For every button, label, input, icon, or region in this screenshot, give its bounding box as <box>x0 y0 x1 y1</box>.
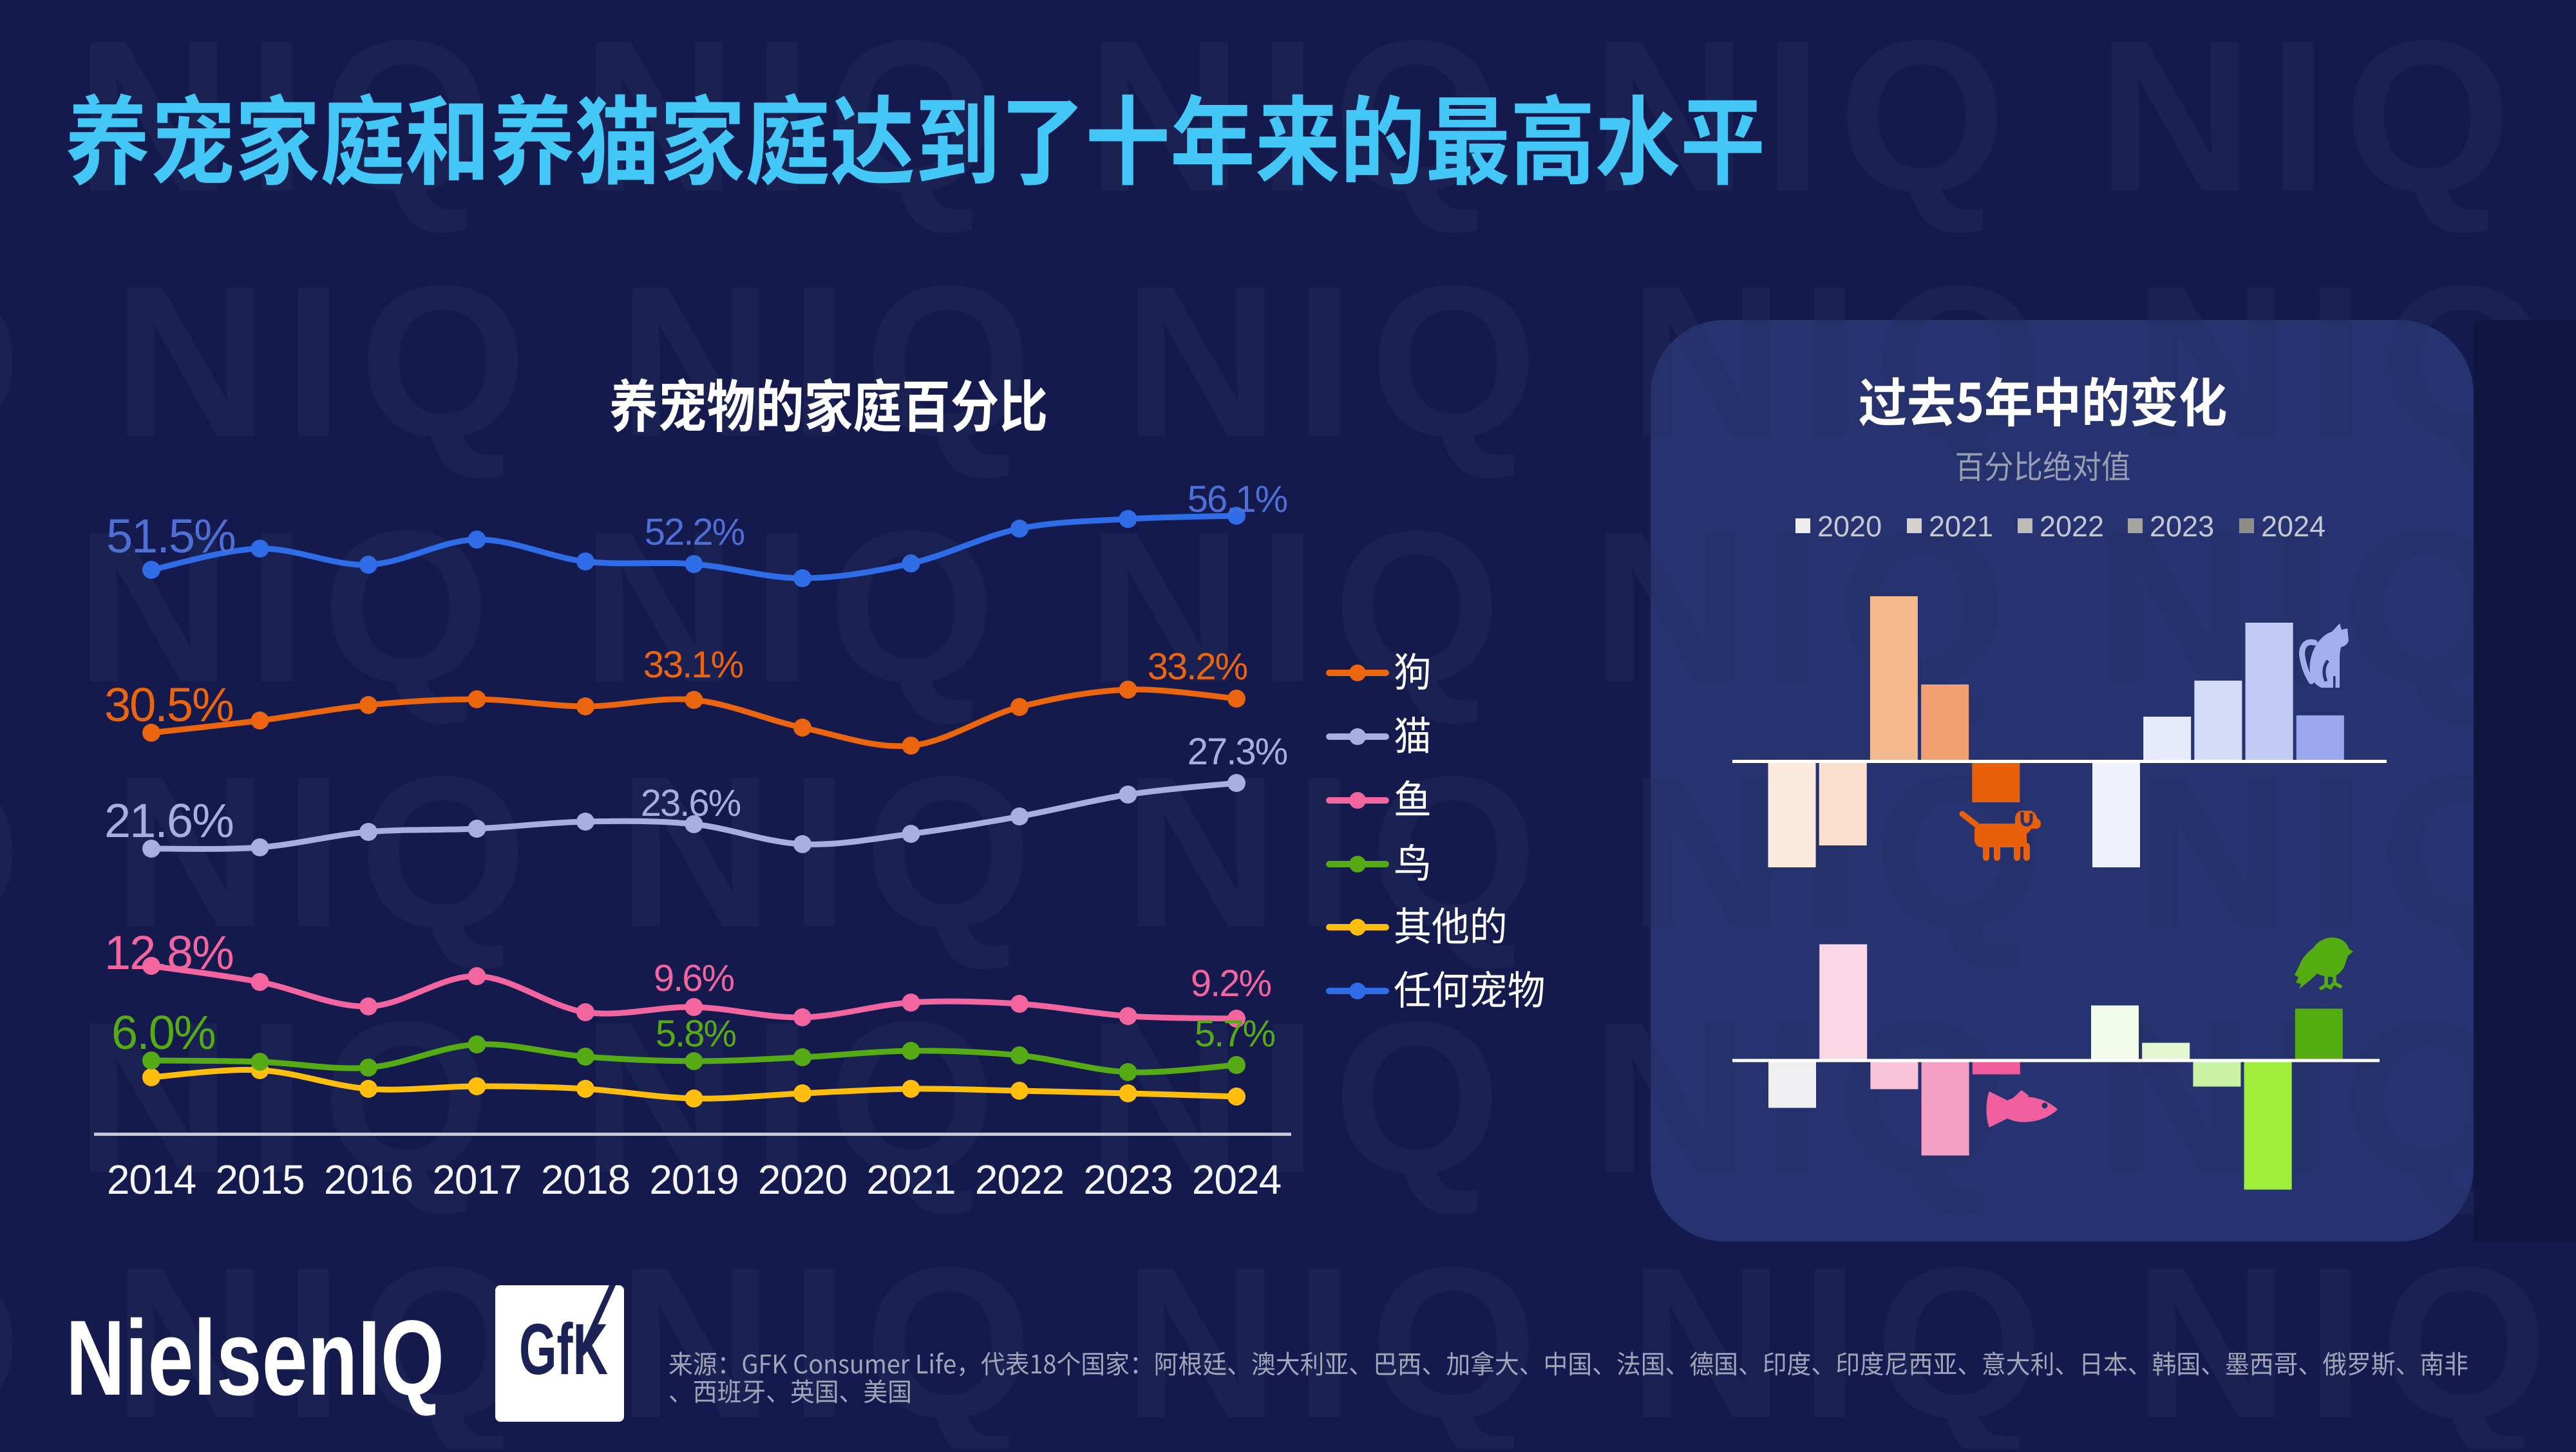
svg-text:9.6%: 9.6% <box>654 957 734 999</box>
svg-text:2014: 2014 <box>107 1156 196 1203</box>
svg-text:9.2%: 9.2% <box>1191 963 1271 1004</box>
svg-text:52.2%: 52.2% <box>645 511 744 553</box>
svg-text:5.7%: 5.7% <box>1195 1013 1275 1055</box>
svg-text:33.2%: 33.2% <box>1148 646 1247 688</box>
svg-text:2022: 2022 <box>2040 510 2104 543</box>
svg-text:NIQ NIQ NIQ NIQ NIQ NIQ NIQ: NIQ NIQ NIQ NIQ NIQ NIQ NIQ <box>0 1222 2576 1449</box>
svg-text:2022: 2022 <box>975 1156 1064 1203</box>
svg-text:2020: 2020 <box>1817 510 1882 543</box>
svg-text:2017: 2017 <box>432 1156 521 1203</box>
svg-text:2023: 2023 <box>2150 510 2214 543</box>
svg-text:2023: 2023 <box>1083 1156 1172 1203</box>
svg-text:33.1%: 33.1% <box>643 644 743 686</box>
svg-text:2024: 2024 <box>1192 1156 1281 1203</box>
svg-text:NIQ NIQ NIQ NIQ NIQ NIQ NIQ: NIQ NIQ NIQ NIQ NIQ NIQ NIQ <box>0 1222 2576 1449</box>
svg-text:2021: 2021 <box>866 1156 955 1203</box>
svg-text:2016: 2016 <box>324 1156 413 1203</box>
svg-text:27.3%: 27.3% <box>1188 731 1287 773</box>
svg-text:23.6%: 23.6% <box>641 782 741 824</box>
svg-text:51.5%: 51.5% <box>106 509 235 563</box>
svg-text:5.8%: 5.8% <box>656 1013 736 1055</box>
svg-text:56.1%: 56.1% <box>1188 478 1287 520</box>
svg-text:12.8%: 12.8% <box>104 926 233 979</box>
svg-text:2018: 2018 <box>541 1156 630 1203</box>
svg-text:2021: 2021 <box>1929 510 1993 543</box>
svg-text:2024: 2024 <box>2261 510 2325 543</box>
svg-text:2020: 2020 <box>758 1156 847 1203</box>
svg-text:30.5%: 30.5% <box>104 678 233 731</box>
svg-text:21.6%: 21.6% <box>104 794 233 847</box>
svg-text:6.0%: 6.0% <box>111 1006 215 1059</box>
svg-text:2015: 2015 <box>215 1156 304 1203</box>
svg-text:2019: 2019 <box>649 1156 738 1203</box>
svg-text:NielsenIQ: NielsenIQ <box>66 1299 444 1418</box>
